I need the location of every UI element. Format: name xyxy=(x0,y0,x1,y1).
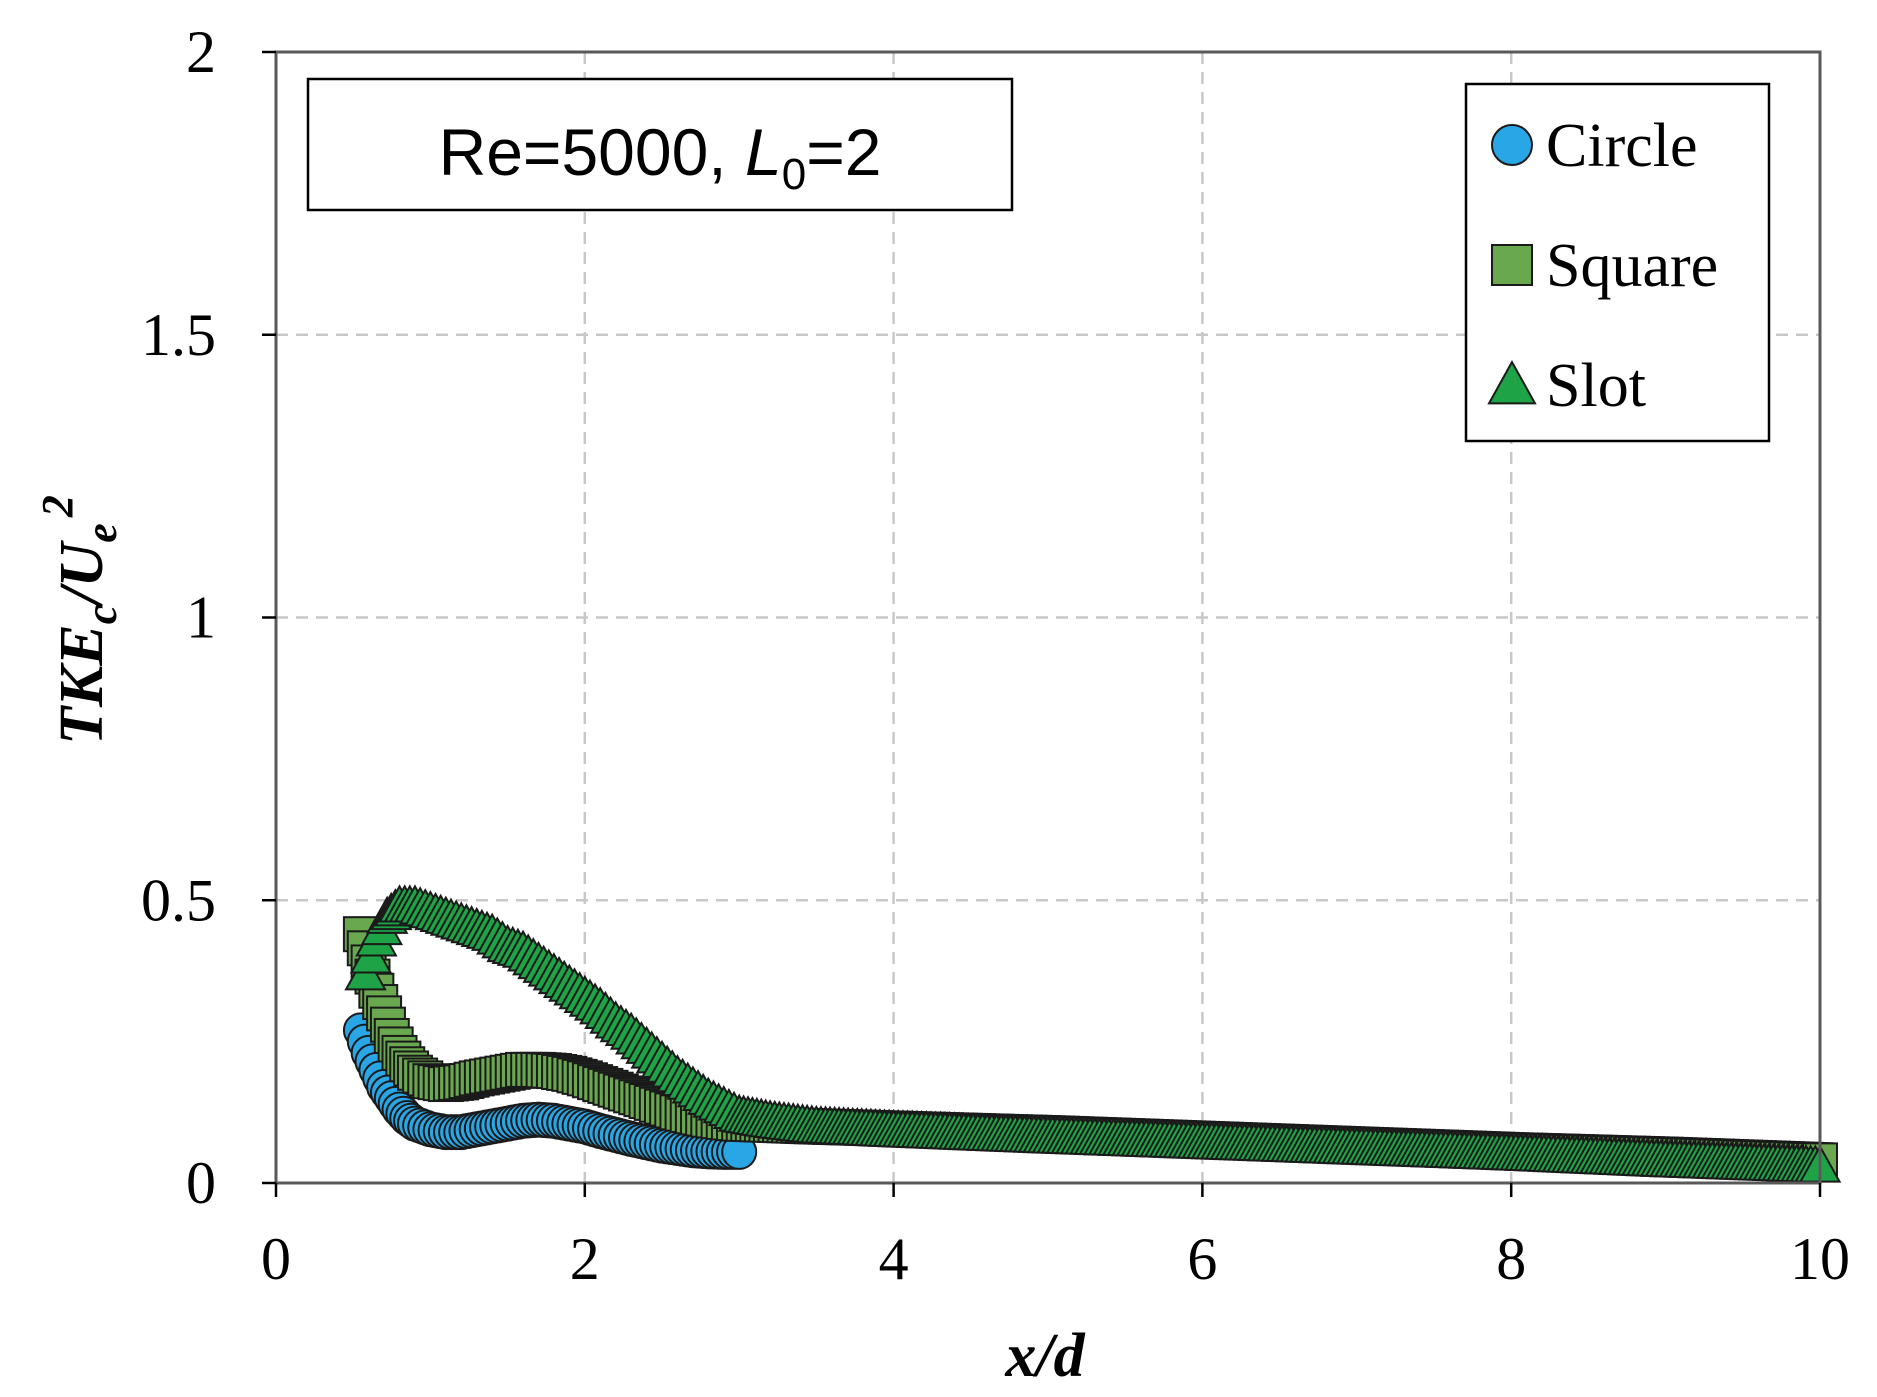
y-tick-label: 1.5 xyxy=(141,302,216,368)
y-axis-title-mid: /U xyxy=(48,539,116,608)
legend: Circle Square Slot xyxy=(1464,82,1771,443)
annotation-box: Re=5000, L0=2 xyxy=(306,77,1014,212)
x-tick-label: 2 xyxy=(570,1226,600,1292)
legend-label: Square xyxy=(1546,232,1718,300)
annotation-frame xyxy=(306,77,1014,212)
legend-marker-triangle xyxy=(1487,359,1537,405)
legend-item-square: Square xyxy=(1491,232,1718,300)
annotation-suffix: =2 xyxy=(806,115,881,189)
x-tick-label: 4 xyxy=(879,1226,909,1292)
legend-items: Circle Square Slot xyxy=(1487,112,1718,420)
y-axis-title: TKEc/Ue 2 xyxy=(33,495,126,745)
y-tick-label: 0 xyxy=(186,1150,216,1216)
legend-marker-circle xyxy=(1491,124,1533,166)
annotation-sub: 0 xyxy=(782,150,806,199)
x-tick-label: 0 xyxy=(261,1226,291,1292)
legend-item-slot: Slot xyxy=(1487,352,1646,420)
legend-item-circle: Circle xyxy=(1491,112,1698,180)
annotation-var: L xyxy=(745,115,782,189)
axis-ticks: 0 2 4 6 8 10 0 0.5 1 1.5 2 xyxy=(141,19,1850,1292)
series-circle xyxy=(342,1012,758,1170)
y-tick-label: 0.5 xyxy=(141,867,216,933)
x-tick-label: 8 xyxy=(1496,1226,1526,1292)
x-tick-label: 10 xyxy=(1790,1226,1850,1292)
y-axis-title-sup: 2 xyxy=(33,495,82,518)
annotation-text: Re=5000, L0=2 xyxy=(439,115,882,199)
y-tick-label: 1 xyxy=(186,585,216,651)
y-tick-label: 2 xyxy=(186,19,216,85)
y-axis-title-sub2: e xyxy=(77,523,126,543)
annotation-prefix: Re=5000, xyxy=(439,115,745,189)
x-axis-title: x/d xyxy=(1004,1322,1085,1390)
y-axis-title-main: TKE xyxy=(48,624,116,745)
y-axis-title-sub1: c xyxy=(77,605,126,625)
legend-label: Circle xyxy=(1546,112,1698,180)
legend-marker-square xyxy=(1491,244,1533,286)
series-slot xyxy=(344,884,1842,1183)
data-series xyxy=(342,884,1842,1183)
x-tick-label: 6 xyxy=(1187,1226,1217,1292)
legend-label: Slot xyxy=(1546,352,1646,420)
